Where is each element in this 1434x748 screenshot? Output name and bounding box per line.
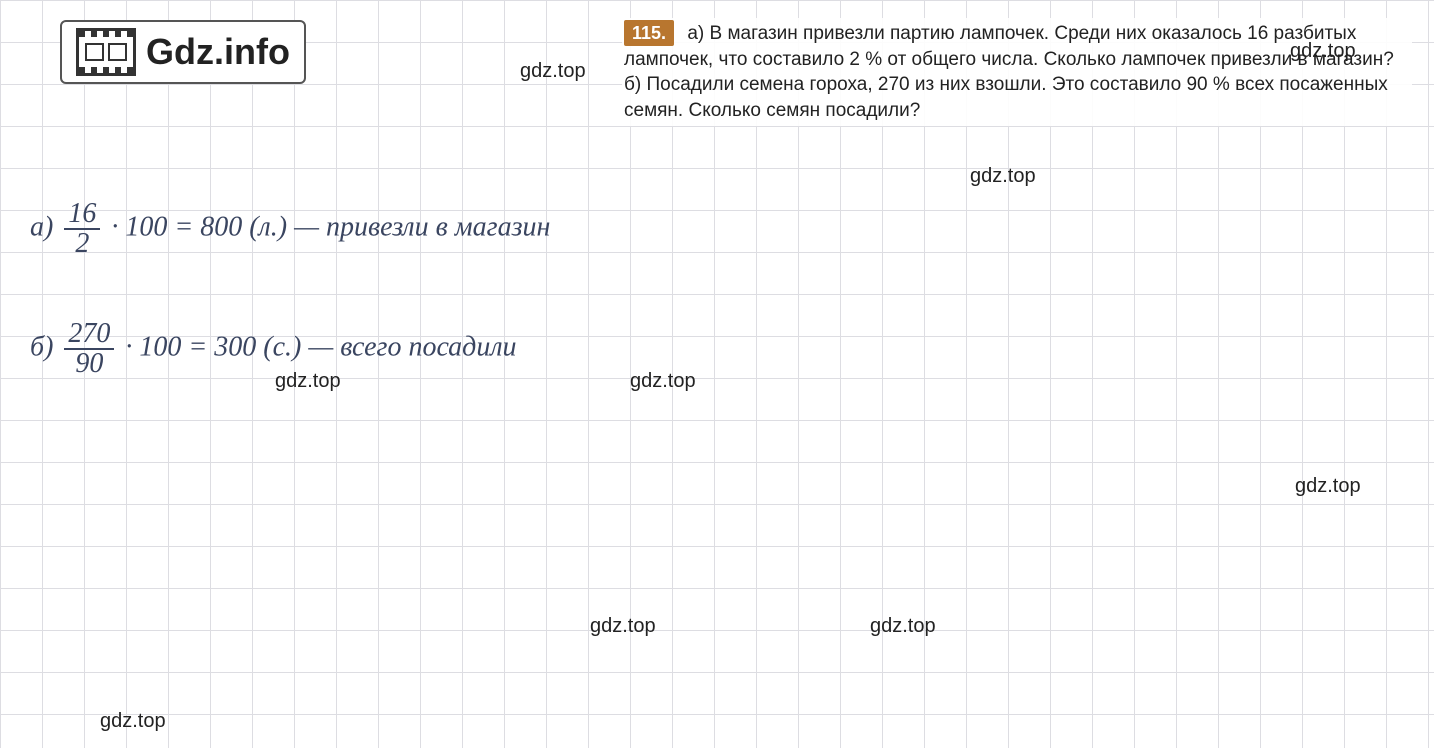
logo-box: Gdz.info (60, 20, 306, 84)
watermark-text: gdz.top (1295, 475, 1361, 498)
fraction-a-den: 2 (64, 230, 100, 258)
solution-b: б) 270 90 · 100 = 300 (с.) — всего посад… (30, 320, 517, 378)
watermark-text: gdz.top (1290, 40, 1356, 63)
logo-text: Gdz.info (146, 31, 290, 73)
solution-b-label: б) (30, 331, 53, 362)
problem-part-b: б) Посадили семена гороха, 270 из них вз… (624, 74, 1388, 121)
watermark-text: gdz.top (590, 615, 656, 638)
problem-number: 115. (624, 20, 674, 46)
solution-a-expr: · 100 = 800 (л.) — привезли в магазин (111, 211, 550, 242)
watermark-text: gdz.top (870, 615, 936, 638)
problem-part-a: а) В магазин привезли партию лампочек. С… (624, 23, 1394, 70)
watermark-text: gdz.top (275, 370, 341, 393)
watermark-text: gdz.top (520, 60, 586, 83)
watermark-text: gdz.top (630, 370, 696, 393)
film-icon-inner (85, 43, 127, 61)
film-icon (76, 28, 136, 76)
watermark-text: gdz.top (100, 710, 166, 733)
problem-text: 115. а) В магазин привезли партию лампоч… (622, 18, 1412, 126)
solution-a: а) 16 2 · 100 = 800 (л.) — привезли в ма… (30, 200, 550, 258)
fraction-a: 16 2 (64, 200, 100, 258)
fraction-b-den: 90 (64, 350, 114, 378)
fraction-a-num: 16 (64, 200, 100, 230)
fraction-b-num: 270 (64, 320, 114, 350)
watermark-text: gdz.top (970, 165, 1036, 188)
solution-a-label: а) (30, 211, 53, 242)
fraction-b: 270 90 (64, 320, 114, 378)
solution-b-expr: · 100 = 300 (с.) — всего посадили (125, 331, 516, 362)
